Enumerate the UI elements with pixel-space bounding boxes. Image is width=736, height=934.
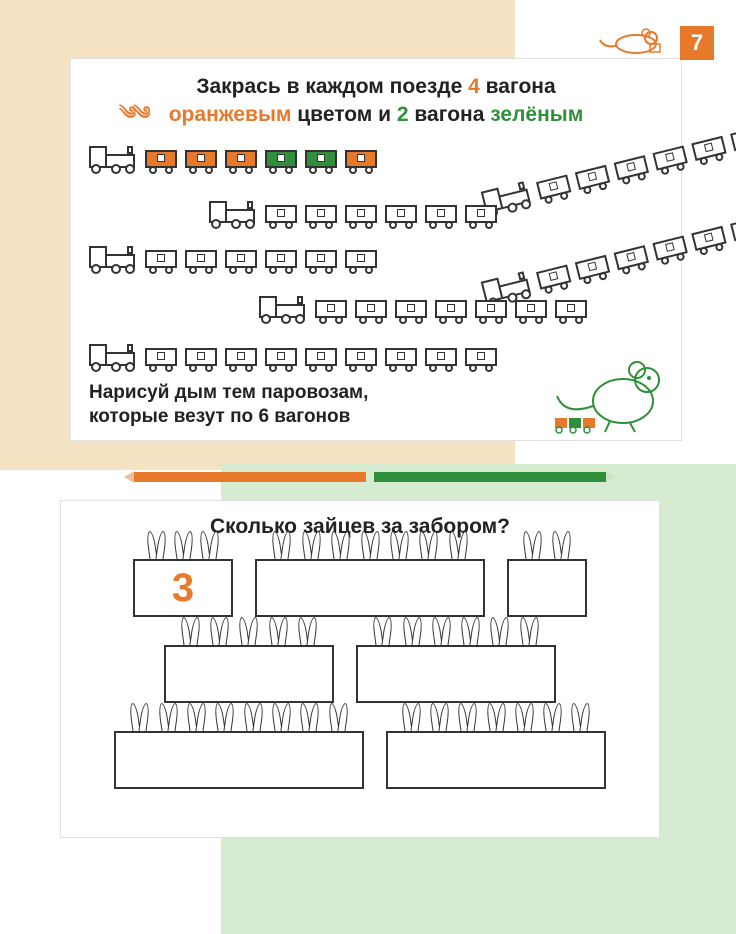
mouse-top-icon [596,24,666,56]
wagon [383,201,421,229]
green-pencil-icon [374,472,606,482]
fence-row: 3 [79,559,641,617]
locomotive-icon [89,338,141,372]
fence-row [79,731,641,789]
train [89,338,503,372]
wagon [688,221,732,257]
locomotive-icon [209,195,261,229]
wagon [572,160,616,196]
mouse-bottom-icon [545,346,675,436]
fence [507,559,587,617]
train [479,115,736,219]
fence-row [79,645,641,703]
wagon [303,146,341,174]
fence-box [507,559,587,617]
wagon [183,146,221,174]
wagon [611,150,655,186]
locomotive-icon [89,240,141,274]
wagon [223,344,261,372]
wagon [473,296,511,324]
wagon [263,344,301,372]
wagon [383,344,421,372]
wagon [513,296,551,324]
wagon [223,146,261,174]
fence [114,731,364,789]
wagon [343,146,381,174]
t6: 2 [397,103,409,126]
wagon [393,296,431,324]
t5: цветом и [291,103,396,126]
wagon [303,246,341,274]
wagon [263,201,301,229]
fence [356,645,556,703]
trains-area: ༄༄ [89,140,663,375]
t8: зелёным [490,103,583,126]
page-number-badge: 7 [680,26,714,60]
wagon [143,344,181,372]
train [259,290,593,324]
orange-pencil-icon [134,472,366,482]
t7: вагона [409,103,491,126]
fence-box [164,645,334,703]
wagon [433,296,471,324]
wagon [463,344,501,372]
wagon [688,131,732,167]
wagon [463,201,501,229]
fence-box [356,645,556,703]
fence [255,559,485,617]
wagon [143,246,181,274]
wagon [533,169,577,205]
wagon [143,146,181,174]
t1: Закрась в каждом поезде [196,75,468,98]
locomotive-icon [259,290,311,324]
sub-l1: Нарисуй дым тем паровозам, [89,382,368,403]
fence-box [386,731,606,789]
sub-l2: которые везут по 6 вагонов [89,406,350,427]
fence: 3 [133,559,233,617]
wagon [303,344,341,372]
exercise-1-subtitle: Нарисуй дым тем паровозам, которые везут… [89,381,499,430]
wagon [343,344,381,372]
exercise-1-card: Закрась в каждом поезде 4 вагона оранжев… [70,58,682,441]
t2: 4 [468,75,480,98]
wagon [353,296,391,324]
wagon [650,230,694,266]
wagon [572,250,616,286]
t4: оранжевым [169,103,292,126]
answer-number: 3 [172,566,194,611]
wagon [553,296,591,324]
wagon [303,201,341,229]
wagon [183,344,221,372]
fence-box: 3 [133,559,233,617]
wagon [343,246,381,274]
train: ༄༄ [89,140,383,174]
wagon [423,201,461,229]
wagon [263,146,301,174]
fence-box [255,559,485,617]
wagon [223,246,261,274]
fence [386,731,606,789]
exercise-2-card: Сколько зайцев за забором? 3 [60,500,660,838]
t3: вагона [480,75,556,98]
wagon [313,296,351,324]
wagon [263,246,301,274]
wagon [611,240,655,276]
train [209,195,503,229]
smoke-icon: ༄༄ [119,94,147,144]
fence-box [114,731,364,789]
wagon [650,140,694,176]
wagon [423,344,461,372]
train [89,240,383,274]
wagon [343,201,381,229]
fence [164,645,334,703]
pencil-divider [130,472,610,488]
exercise-1-title: Закрась в каждом поезде 4 вагона оранжев… [89,73,663,130]
wagon [183,246,221,274]
fences-area: 3 [79,559,641,789]
locomotive-icon: ༄༄ [89,140,141,174]
